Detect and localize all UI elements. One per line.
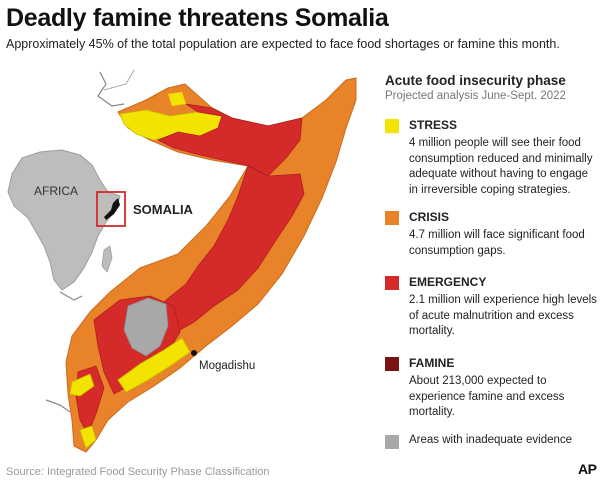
- somalia-highlight-box: [96, 191, 126, 227]
- legend-item-label: FAMINE: [409, 356, 455, 370]
- legend-item-description: 4 million people will see their food con…: [409, 137, 593, 196]
- neighbour-border-north: [97, 71, 125, 107]
- emergency-zone-central: [149, 165, 305, 343]
- famine-swatch: [385, 357, 399, 371]
- mogadishu-label: Mogadishu: [199, 360, 255, 372]
- stress-zone-far-south: [79, 425, 97, 449]
- somalia-inset-label: SOMALIA: [133, 202, 194, 217]
- legend-item-label: EMERGENCY: [409, 275, 487, 289]
- emergency-zone-north: [157, 103, 303, 177]
- inadequate-evidence-swatch: [385, 435, 399, 449]
- mogadishu-marker: [191, 350, 197, 356]
- neighbour-border-coast: [103, 69, 135, 91]
- map-title: Deadly famine threatens Somalia: [6, 4, 389, 32]
- africa-label: AFRICA: [34, 184, 78, 198]
- crisis-swatch: [385, 211, 399, 225]
- legend-item-label: Areas with inadequate evidence: [409, 434, 573, 446]
- legend-item-description: 4.7 million will face significant food c…: [409, 229, 585, 257]
- stress-zone-north-small: [168, 92, 186, 106]
- emergency-swatch: [385, 276, 399, 290]
- neighbour-border-south: [45, 399, 71, 413]
- legend-subtitle: Projected analysis June-Sept. 2022: [385, 90, 566, 102]
- source-credit: Source: Integrated Food Security Phase C…: [6, 466, 270, 478]
- map-subtitle: Approximately 45% of the total populatio…: [6, 37, 560, 51]
- legend-item-description: 2.1 million will experience high levels …: [409, 294, 597, 337]
- legend-item-label: STRESS: [409, 118, 458, 132]
- inadequate-evidence-zone: [123, 297, 169, 357]
- somalia-inset-shape: [104, 198, 120, 220]
- neighbour-border-west: [59, 291, 83, 301]
- stress-zone-south-west: [69, 373, 95, 397]
- legend-title: Acute food insecurity phase: [385, 73, 566, 88]
- madagascar-outline: [101, 245, 113, 273]
- legend-item-label: CRISIS: [409, 210, 450, 224]
- legend-item-description: About 213,000 expected to experience fam…: [409, 375, 565, 418]
- ap-logo: AP: [578, 461, 597, 477]
- stress-zone-south-coast: [117, 337, 191, 393]
- stress-swatch: [385, 119, 399, 133]
- legend-header: Acute food insecurity phase Projected an…: [385, 73, 597, 102]
- africa-outline: [7, 149, 121, 291]
- somalia-map: AFRICA SOMALIA Mogadishu: [7, 69, 357, 453]
- africa-inset: AFRICA SOMALIA: [7, 149, 194, 291]
